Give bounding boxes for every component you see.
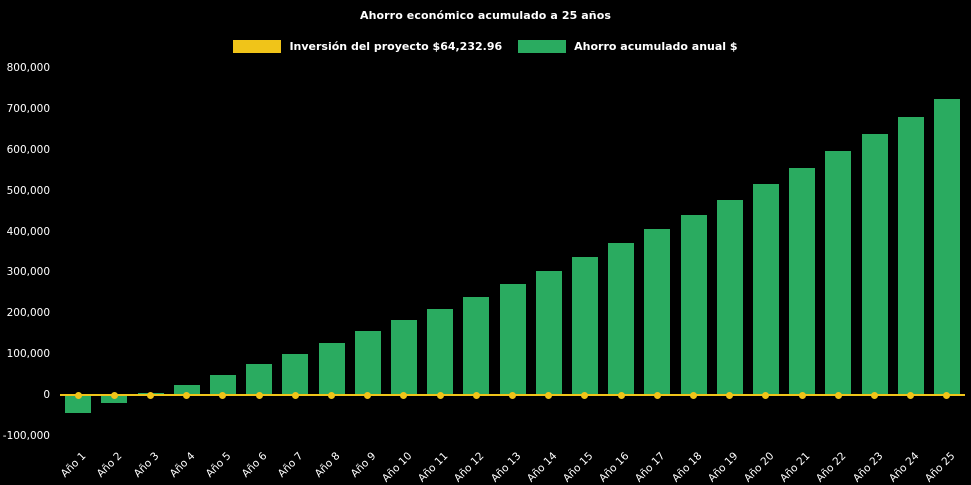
bar bbox=[209, 374, 236, 395]
bar bbox=[825, 151, 852, 395]
legend-swatch bbox=[518, 40, 567, 53]
bar bbox=[390, 319, 417, 395]
bar bbox=[499, 283, 526, 395]
investment-line-marker-dot bbox=[110, 391, 118, 399]
bar bbox=[608, 243, 635, 395]
legend-label: Ahorro acumulado anual $ bbox=[574, 40, 738, 53]
investment-line-marker-dot bbox=[328, 391, 335, 399]
y-tick-label: 100,000 bbox=[6, 348, 50, 361]
investment-line-marker-dot bbox=[617, 391, 625, 399]
investment-line-marker-dot bbox=[472, 391, 480, 399]
investment-line-marker-dot bbox=[762, 391, 770, 399]
investment-line-marker-dot bbox=[436, 391, 444, 399]
investment-line-marker-dot bbox=[255, 391, 263, 399]
bar bbox=[861, 134, 888, 395]
y-tick-label: 500,000 bbox=[6, 184, 50, 197]
y-tick-label: 200,000 bbox=[6, 307, 50, 320]
investment-line-marker-dot bbox=[364, 391, 372, 399]
investment-line-marker-dot bbox=[183, 391, 191, 399]
investment-line-marker-dot bbox=[834, 391, 842, 399]
bar bbox=[101, 395, 128, 404]
bar bbox=[680, 214, 707, 395]
investment-line-marker-dot bbox=[798, 391, 806, 399]
bar bbox=[282, 354, 309, 395]
legend: Inversión del proyecto $64,232.96 Ahorro … bbox=[0, 40, 971, 53]
investment-line-marker-dot bbox=[581, 391, 589, 399]
bar bbox=[644, 229, 671, 395]
investment-line-marker-dot bbox=[147, 391, 154, 399]
investment-line-marker-dot bbox=[653, 391, 661, 399]
y-tick-label: 300,000 bbox=[6, 266, 50, 279]
bar bbox=[789, 167, 816, 395]
bar bbox=[463, 296, 490, 395]
investment-line-marker-dot bbox=[400, 391, 408, 399]
investment-line-marker-dot bbox=[690, 391, 697, 399]
y-tick-label: -100,000 bbox=[2, 429, 50, 442]
y-tick-label: 700,000 bbox=[6, 102, 50, 115]
investment-line-marker-dot bbox=[943, 391, 951, 399]
bar bbox=[933, 99, 960, 395]
y-tick-label: 800,000 bbox=[6, 62, 50, 74]
y-tick-label: 0 bbox=[43, 389, 50, 401]
bar bbox=[318, 342, 345, 395]
legend-item: Ahorro acumulado anual $ bbox=[518, 40, 738, 53]
bar bbox=[752, 184, 779, 395]
bar bbox=[173, 384, 200, 395]
investment-line-marker-dot bbox=[871, 391, 878, 399]
chart-title: Ahorro económico acumulado a 25 años bbox=[359, 9, 612, 22]
investment-line-marker-dot bbox=[545, 391, 553, 399]
bar bbox=[427, 309, 454, 395]
x-axis-label: Año 1 bbox=[58, 450, 89, 480]
bar bbox=[65, 395, 92, 414]
investment-line-marker-dot bbox=[509, 391, 516, 399]
bar bbox=[897, 117, 924, 395]
investment-line-marker-dot bbox=[74, 391, 82, 399]
legend-label: Inversión del proyecto $64,232.96 bbox=[289, 40, 503, 53]
investment-line-marker-dot bbox=[219, 391, 227, 399]
legend-item: Inversión del proyecto $64,232.96 bbox=[233, 40, 502, 53]
y-tick-label: 400,000 bbox=[6, 225, 50, 238]
investment-line-marker-dot bbox=[291, 391, 299, 399]
bar bbox=[571, 257, 598, 395]
investment-line-marker-dot bbox=[726, 391, 734, 399]
bar bbox=[716, 199, 743, 395]
investment-line-marker-dot bbox=[907, 391, 915, 399]
legend-swatch bbox=[233, 40, 282, 53]
bar bbox=[535, 271, 562, 395]
y-tick-label: 600,000 bbox=[6, 143, 50, 156]
bar bbox=[246, 364, 273, 395]
bar bbox=[354, 331, 381, 395]
